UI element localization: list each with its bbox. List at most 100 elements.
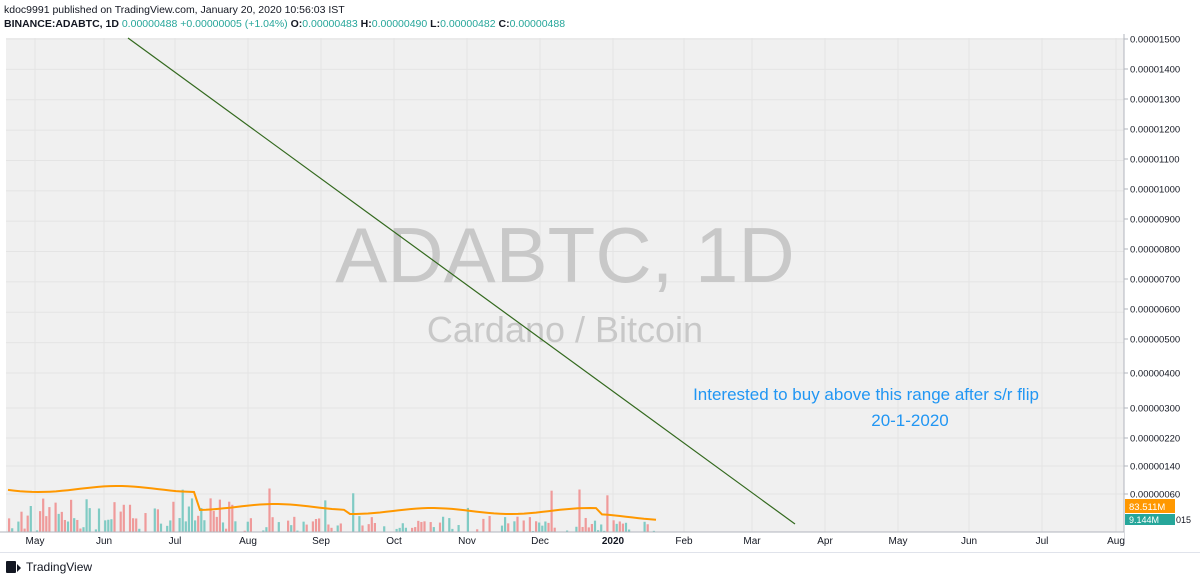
brand-label: TradingView (26, 560, 93, 574)
open-label: O: (290, 18, 303, 30)
price-tick-label: 0.00000220 (1130, 434, 1180, 445)
volume-bar (212, 510, 215, 544)
open-value: 0.00000483 (302, 18, 358, 30)
price-tick-label: 0.00000900 (1130, 215, 1180, 226)
time-tick-label: Nov (458, 536, 476, 547)
volume-bar (466, 507, 469, 544)
volume-bar (70, 499, 73, 544)
tradingview-logo[interactable]: TradingView (6, 560, 92, 574)
time-tick-label: Aug (1107, 536, 1125, 547)
price-tick-label: 0.00000140 (1130, 462, 1180, 473)
volume-bar (153, 508, 156, 544)
volume-bar (8, 518, 11, 544)
volume-bar (318, 518, 321, 544)
volume-bar (181, 489, 184, 544)
chart-footer: TradingView (0, 552, 1200, 580)
volume-bar (156, 509, 159, 544)
volume-bar (606, 495, 609, 544)
volume-bar (60, 511, 63, 544)
volume-bar (39, 511, 42, 544)
volume-bar (97, 508, 101, 544)
volume-bar (29, 505, 32, 544)
volume-bar (187, 506, 190, 544)
volume-bar (215, 516, 218, 544)
time-tick-label: Oct (386, 536, 402, 547)
volume-bar (42, 498, 45, 544)
volume-moving-average (7, 485, 657, 521)
volume-bar (122, 504, 125, 544)
time-tick-label: Sep (312, 536, 330, 547)
volume-label-suffix: 015 (1176, 515, 1191, 525)
volume-ma-label: 83.511M (1129, 502, 1165, 513)
volume-bar (370, 517, 373, 544)
high-label: H: (360, 18, 372, 30)
volume-bar (144, 513, 147, 544)
volume-bar (442, 516, 445, 544)
time-tick-label: Feb (675, 536, 693, 547)
price-tick-label: 0.00001500 (1130, 35, 1180, 46)
price-tick-label: 0.00000600 (1130, 305, 1180, 316)
volume-bar (119, 511, 122, 544)
chart-header: kdoc9991 published on TradingView.com, J… (0, 0, 1200, 34)
price-tick-label: 0.00000300 (1130, 404, 1180, 415)
volume-bar (48, 507, 51, 544)
symbol-label[interactable]: BINANCE:ADABTC, 1D (4, 18, 119, 30)
volume-bar (132, 518, 135, 544)
price-tick-label: 0.00001200 (1130, 125, 1180, 136)
price-tick-label: 0.00000060 (1130, 490, 1180, 501)
close-label: C: (498, 18, 510, 30)
low-value: 0.00000482 (440, 18, 496, 30)
plot-background (6, 38, 1124, 544)
volume-bar (228, 501, 231, 544)
volume-bar (231, 504, 234, 544)
volume-bar (85, 499, 88, 544)
volume-bar (57, 513, 60, 544)
volume-bar (113, 502, 116, 544)
time-tick-label: 2020 (602, 536, 625, 547)
volume-bar (88, 508, 91, 544)
price-tick-label: 0.00000500 (1130, 335, 1180, 346)
volume-bar (268, 488, 271, 544)
grid-lines (6, 38, 1124, 544)
annotation-line-1: Interested to buy above this range after… (693, 385, 1039, 404)
volume-bar (516, 516, 519, 544)
price-tick-label: 0.00001000 (1130, 185, 1180, 196)
symbol-ohlc-line: BINANCE:ADABTC, 1D 0.00000488 +0.0000000… (4, 18, 565, 30)
time-tick-label: Jun (96, 536, 112, 547)
volume-bar (45, 516, 48, 544)
volume-bar (218, 499, 221, 544)
volume-bar (26, 515, 29, 544)
volume-bar (504, 517, 507, 544)
time-tick-label: Jul (1036, 536, 1049, 547)
volume-bar (209, 498, 212, 544)
volume-bar (584, 517, 587, 544)
volume-bar (314, 518, 318, 544)
volume-bar (178, 518, 181, 544)
watermark-symbol: ADABTC, 1D (335, 211, 794, 299)
volume-bar (128, 504, 132, 544)
volume-bar (135, 518, 138, 544)
watermark-name: Cardano / Bitcoin (427, 309, 703, 350)
volume-bar (73, 518, 76, 544)
volume-tag (1125, 514, 1175, 525)
time-tick-label: Apr (817, 536, 833, 547)
tradingview-icon (6, 561, 22, 573)
time-tick-label: Dec (531, 536, 549, 547)
volume-bar (482, 518, 485, 544)
volume-bar (488, 516, 491, 544)
price-axis (1124, 34, 1200, 552)
volume-bar (578, 489, 581, 544)
time-tick-label: Jul (169, 536, 182, 547)
publisher-line: kdoc9991 published on TradingView.com, J… (4, 4, 345, 16)
volume-bar (358, 516, 361, 544)
time-tick-label: Aug (239, 536, 257, 547)
price-tick-label: 0.00000400 (1130, 369, 1180, 380)
last-price: 0.00000488 (121, 18, 178, 30)
low-label: L: (430, 18, 441, 30)
time-axis (0, 532, 1124, 552)
volume-bar (448, 518, 451, 544)
volume-bar (190, 498, 194, 544)
time-tick-label: May (889, 536, 908, 547)
volume-bar (324, 500, 327, 544)
